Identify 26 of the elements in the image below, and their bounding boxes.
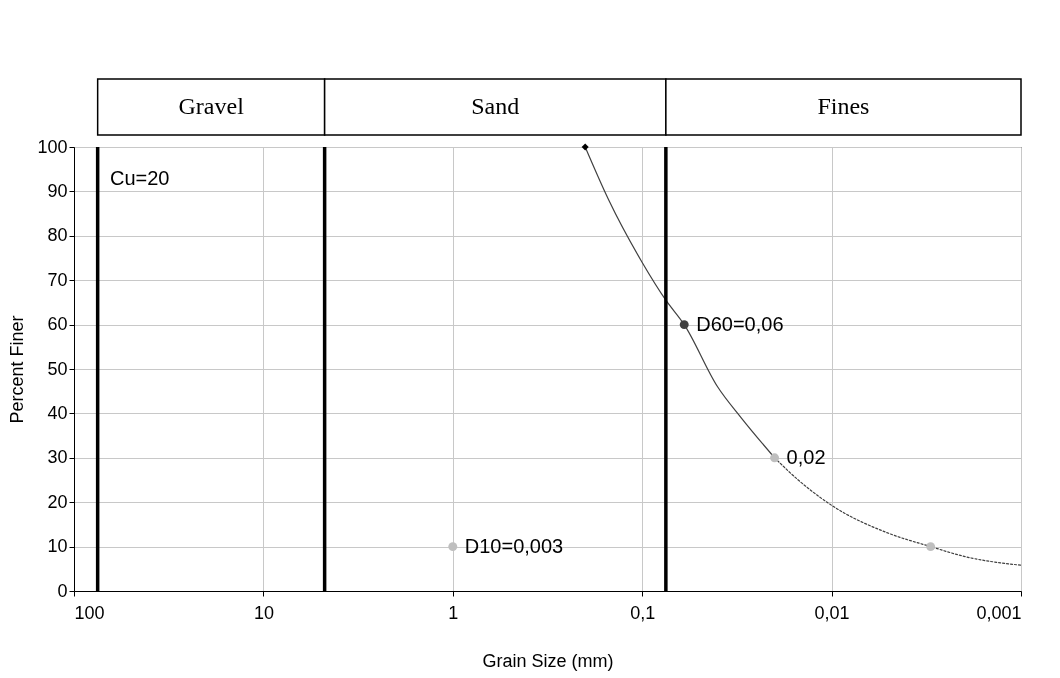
y-tick-label: 30 <box>47 447 68 468</box>
x-axis-title: Grain Size (mm) <box>482 650 614 671</box>
y-tick-label: 40 <box>47 402 68 423</box>
text: Fines <box>817 93 870 119</box>
text: Gravel <box>178 93 245 119</box>
x-tick-label: 10 <box>253 602 274 623</box>
x-tick-label: 0,1 <box>630 602 656 623</box>
y-tick-label: 20 <box>47 491 68 512</box>
y-tick-label: 100 <box>37 136 68 157</box>
y-tick-label: 50 <box>47 358 68 379</box>
text: Sand <box>471 93 520 119</box>
y-axis-title: Percent Finer <box>7 315 28 424</box>
y-tick-label: 10 <box>47 536 68 557</box>
y-tick-label: 0 <box>57 580 68 601</box>
x-tick-label: 0,01 <box>814 602 850 623</box>
annotation: Cu=20 <box>110 167 170 189</box>
y-tick-label: 70 <box>47 269 68 290</box>
x-tick-label: 100 <box>74 602 105 623</box>
y-tick-label: 90 <box>47 180 68 201</box>
y-tick-label: 80 <box>47 225 68 246</box>
annotation: D10=0,003 <box>464 534 564 557</box>
annotation: 0,02 <box>786 445 826 468</box>
x-tick-label: 1 <box>448 602 459 623</box>
x-tick-label: 0,001 <box>976 602 1022 623</box>
y-tick-label: 60 <box>47 314 68 335</box>
annotation: D60=0,06 <box>696 312 784 335</box>
